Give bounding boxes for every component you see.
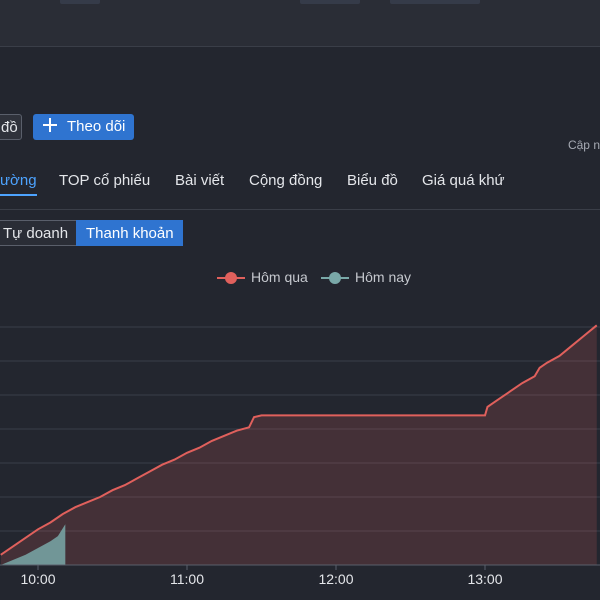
cut-off-header-item [60,0,100,4]
segment-liquidity[interactable]: Thanh khoản [76,220,183,246]
updated-label: Cập n [567,138,600,152]
legend-label-today[interactable]: Hôm nay [355,269,412,285]
legend-label-yesterday[interactable]: Hôm qua [251,269,308,285]
tab-charts[interactable]: Biểu đồ [347,172,398,189]
x-tick-label: 12:00 [318,571,353,587]
x-axis: 10:00 11:00 12:00 13:00 [0,564,600,587]
series-area-yesterday [0,325,597,565]
chart-button[interactable]: đồ [0,114,22,140]
active-tab-underline [0,194,37,196]
chart-legend: Hôm qua Hôm nay [0,268,600,288]
top-header-strip [0,0,600,47]
chart-series [0,324,598,565]
series-line-yesterday [0,324,598,556]
tab-top-stocks[interactable]: TOP cổ phiếu [59,172,151,189]
tab-community[interactable]: Cộng đồng [249,172,323,189]
plus-icon [43,118,57,132]
chart-button-label: đồ [1,119,18,136]
series-area-today [0,524,66,565]
cut-off-header-item [300,0,360,4]
follow-button[interactable]: Theo dõi [33,114,134,140]
x-tick-label: 11:00 [170,571,204,587]
x-tick-label: 10:00 [20,571,55,587]
segment-proprietary[interactable]: Tự doanh [0,220,77,246]
cut-off-header-item [390,0,480,4]
follow-button-label: Theo dõi [67,118,126,135]
tab-price-history[interactable]: Giá quá khứ [422,172,505,189]
tab-articles[interactable]: Bài viết [175,172,225,189]
x-tick-label: 13:00 [467,571,502,587]
divider [0,209,600,210]
legend-marker-today [321,272,349,284]
tab-bar: ường TOP cổ phiếu Bài viết Cộng đồng Biể… [0,166,600,196]
tab-market[interactable]: ường [0,172,37,189]
legend-marker-yesterday [217,272,245,284]
